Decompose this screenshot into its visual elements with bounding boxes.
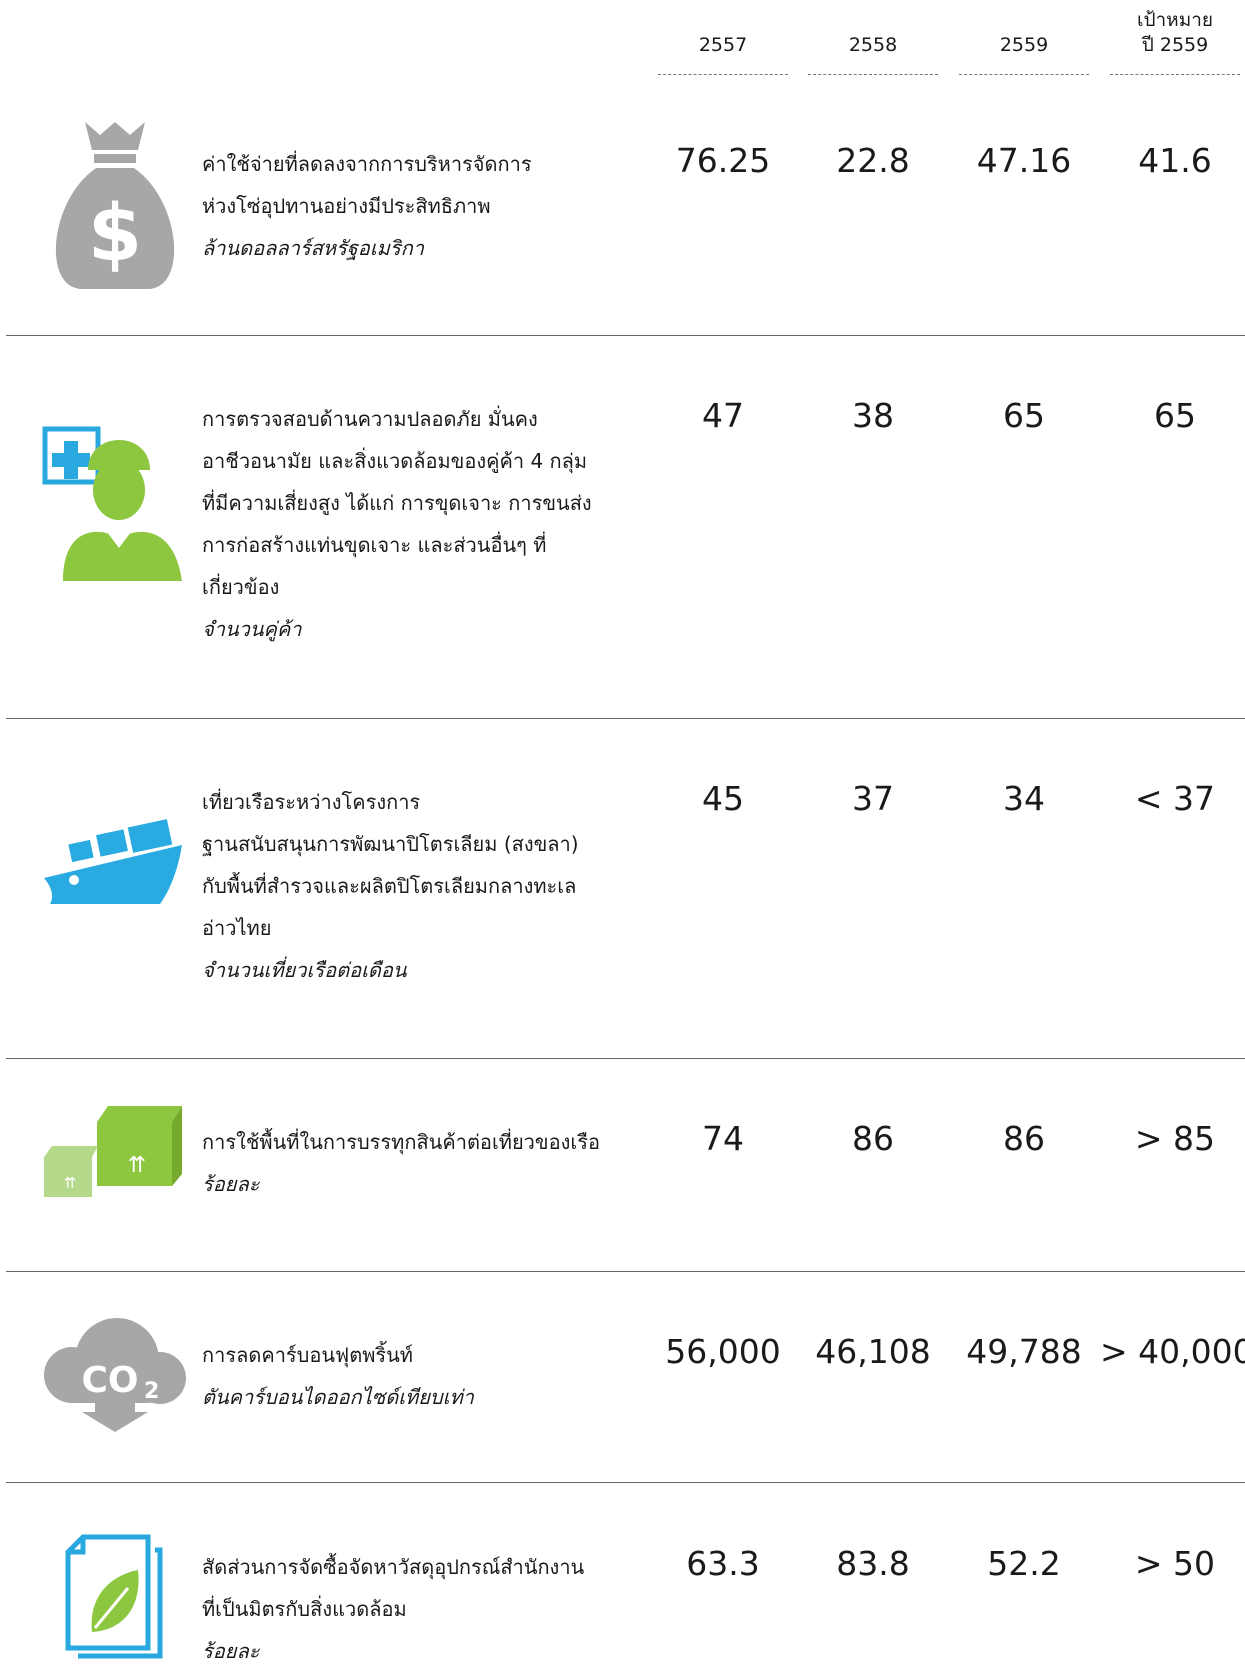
ship-icon (44, 819, 182, 904)
value: 49,788 (966, 1332, 1082, 1371)
header-dash (959, 74, 1089, 75)
value: < 37 (1134, 779, 1216, 818)
description: ที่เป็นมิตรกับสิ่งแวดล้อม (202, 1597, 407, 1621)
value: 76.25 (675, 141, 771, 180)
description: สัดส่วนการจัดซื้อจัดหาวัสดุอุปกรณ์สำนักง… (202, 1555, 585, 1579)
description: ห่วงโซ่อุปทานอย่างมีประสิทธิภาพ (202, 194, 491, 218)
value: 65 (1003, 396, 1045, 435)
unit: จำนวนเที่ยวเรือต่อเดือน (202, 958, 407, 982)
value: 37 (852, 779, 894, 818)
value: 34 (1003, 779, 1045, 818)
value: 22.8 (836, 141, 910, 180)
unit: ตันคาร์บอนไดออกไซด์เทียบเท่า (202, 1385, 474, 1409)
row-separator (6, 1058, 1245, 1059)
value: > 50 (1134, 1544, 1216, 1583)
unit: ร้อยละ (202, 1639, 260, 1663)
description: กับพื้นที่สำรวจและผลิตปิโตรเลียมกลางทะเล (202, 874, 577, 898)
value: 74 (702, 1119, 744, 1158)
value: 52.2 (987, 1544, 1061, 1583)
svg-text:2: 2 (144, 1379, 159, 1404)
money-bag-icon: $ (55, 122, 175, 289)
co2-icon: CO 2 (44, 1318, 186, 1432)
description: การตรวจสอบด้านความปลอดภัย มั่นคง (202, 407, 538, 431)
description: การก่อสร้างแท่นขุดเจาะ และส่วนอื่นๆ ที่ (202, 533, 547, 557)
value: 56,000 (665, 1332, 781, 1371)
svg-text:⇈: ⇈ (64, 1174, 77, 1192)
boxes-icon: ⇈ ⇈ (44, 1106, 182, 1197)
value: 45 (702, 779, 744, 818)
row-separator (6, 335, 1245, 336)
value: 47.16 (976, 141, 1072, 180)
column-header: 2557 (698, 34, 748, 56)
row-separator (6, 718, 1245, 719)
document-icon (65, 1534, 163, 1659)
description: ค่าใช้จ่ายที่ลดลงจากการบริหารจัดการ (202, 152, 532, 176)
description: การลดคาร์บอนฟุตพริ้นท์ (202, 1343, 413, 1367)
column-header: ปี 2559 (1141, 34, 1209, 56)
value: 65 (1154, 396, 1196, 435)
value: 47 (702, 396, 744, 435)
svg-text:CO: CO (81, 1360, 138, 1401)
header-dash (658, 74, 788, 75)
unit: จำนวนคู่ค้า (202, 617, 302, 641)
unit: ร้อยละ (202, 1172, 260, 1196)
description: อาชีวอนามัย และสิ่งแวดล้อมของคู่ค้า 4 กล… (202, 449, 588, 473)
value: 86 (1003, 1119, 1045, 1158)
value: > 85 (1134, 1119, 1216, 1158)
column-header: เป้าหมาย (1136, 9, 1214, 31)
value: 46,108 (815, 1332, 931, 1371)
unit: ล้านดอลลาร์สหรัฐอเมริกา (202, 236, 424, 260)
value: 86 (852, 1119, 894, 1158)
row-separator (6, 1482, 1245, 1483)
description: เที่ยวเรือระหว่างโครงการ (202, 790, 421, 814)
header-dash (1110, 74, 1240, 75)
svg-text:$: $ (88, 189, 142, 279)
description: ที่มีความเสี่ยงสูง ได้แก่ การขุดเจาะ การ… (202, 491, 592, 515)
description: เกี่ยวข้อง (202, 575, 280, 599)
svg-text:⇈: ⇈ (128, 1153, 146, 1178)
value: 41.6 (1138, 141, 1212, 180)
column-header: 2559 (999, 34, 1049, 56)
worker-icon (42, 426, 182, 581)
row-separator (6, 1271, 1245, 1272)
description: ฐานสนับสนุนการพัฒนาปิโตรเลียม (สงขลา) (202, 832, 579, 856)
value: > 40,000 (1100, 1332, 1245, 1371)
description: อ่าวไทย (202, 916, 272, 940)
value: 83.8 (836, 1544, 910, 1583)
header-dash (808, 74, 938, 75)
column-header: 2558 (848, 34, 898, 56)
description: การใช้พื้นที่ในการบรรทุกสินค้าต่อเที่ยวข… (202, 1130, 600, 1154)
value: 63.3 (686, 1544, 760, 1583)
value: 38 (852, 396, 894, 435)
